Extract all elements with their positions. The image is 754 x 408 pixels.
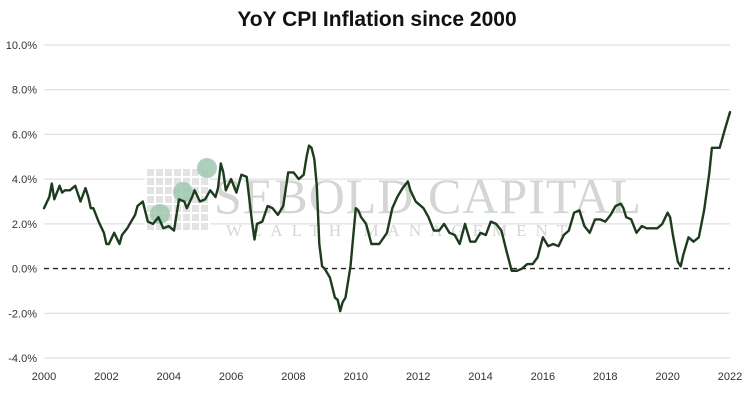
x-tick-label: 2002 — [94, 371, 118, 383]
y-tick-label: 10.0% — [6, 40, 37, 52]
y-tick-label: 4.0% — [12, 174, 37, 186]
x-tick-label: 2010 — [344, 371, 368, 383]
series-line — [42, 110, 732, 313]
x-tick-label: 2006 — [219, 371, 243, 383]
y-axis-ticks: -4.0% -2.0% 0.0% 2.0% 4.0% 6.0% 8.0% 10.0% — [6, 40, 37, 365]
x-tick-label: 2014 — [468, 371, 492, 383]
y-tick-label: 8.0% — [12, 85, 37, 97]
y-tick-label: -2.0% — [8, 308, 37, 320]
x-tick-label: 2008 — [281, 371, 305, 383]
grid-lines — [44, 44, 730, 359]
x-tick-label: 2022 — [718, 371, 742, 383]
x-tick-label: 2020 — [655, 371, 679, 383]
x-axis-ticks: 2000 2002 2004 2006 2008 2010 2012 2014 2016 2018… — [32, 371, 742, 383]
y-tick-label: 2.0% — [12, 219, 37, 231]
x-tick-label: 2018 — [593, 371, 617, 383]
y-tick-label: -4.0% — [8, 353, 37, 365]
y-tick-label: 0.0% — [12, 264, 37, 276]
x-tick-label: 2012 — [406, 371, 430, 383]
chart-title: YoY CPI Inflation since 2000 — [237, 8, 517, 31]
x-tick-label: 2004 — [156, 371, 180, 383]
y-tick-label: 6.0% — [12, 129, 37, 141]
watermark-subtitle: WEALTH MANAGEMENT — [226, 221, 576, 240]
x-tick-label: 2016 — [531, 371, 555, 383]
x-tick-label: 2000 — [32, 371, 56, 383]
